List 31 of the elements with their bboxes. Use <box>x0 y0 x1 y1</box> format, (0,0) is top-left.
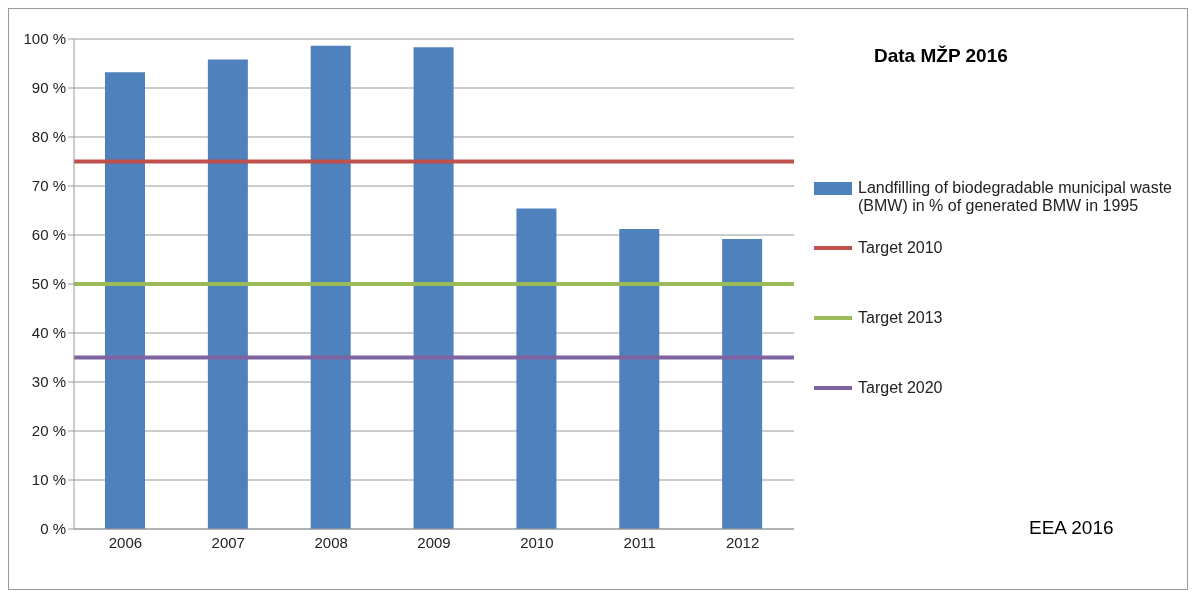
y-tick-label: 20 % <box>31 422 66 440</box>
y-tick-label: 10 % <box>31 471 66 489</box>
text: EEA 2016 <box>1029 517 1114 539</box>
y-tick-label: 30 % <box>31 373 66 391</box>
legend-label: Target 2013 <box>858 309 943 327</box>
bar <box>310 45 351 529</box>
y-tick-label: 60 % <box>31 226 66 244</box>
x-tick-label: 2007 <box>211 533 245 551</box>
bar <box>413 47 454 529</box>
y-tick-label: 100 % <box>23 30 66 48</box>
bar <box>207 59 248 529</box>
bar <box>619 229 660 529</box>
x-tick-label: 2011 <box>623 533 656 551</box>
y-tick-label: 90 % <box>31 79 66 97</box>
bar <box>722 238 763 529</box>
x-tick-label: 2006 <box>108 533 143 551</box>
x-tick-label: 2010 <box>520 533 554 551</box>
x-tick-label: 2009 <box>417 533 451 551</box>
y-tick-label: 70 % <box>31 177 66 195</box>
y-tick-label: 80 % <box>31 128 66 146</box>
legend-label: Target 2020 <box>858 379 943 397</box>
y-tick-label: 50 % <box>31 275 66 293</box>
y-tick-label: 0 % <box>40 520 66 538</box>
x-tick-label: 2008 <box>314 533 348 551</box>
bar <box>516 208 557 529</box>
legend-label: Landfilling of biodegradable municipal waste (BMW) in % of generated BMW in 1995 <box>858 179 1173 215</box>
x-tick-label: 2012 <box>725 533 760 551</box>
y-tick-label: 40 % <box>31 324 66 342</box>
text: Data MŽP 2016 <box>874 45 1008 67</box>
legend-label: Target 2010 <box>858 239 943 257</box>
bar <box>105 72 145 529</box>
